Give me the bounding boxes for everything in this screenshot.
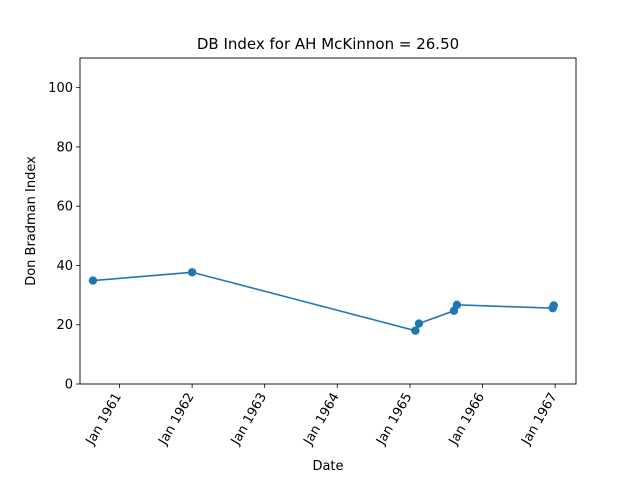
x-tick-label: Jan 1961 — [83, 391, 125, 449]
x-tick-label: Jan 1967 — [518, 391, 560, 449]
x-tick-label: Jan 1962 — [155, 391, 197, 449]
x-tick-label: Jan 1966 — [446, 391, 488, 449]
y-tick-label: 80 — [56, 140, 73, 155]
plot-area: 0 20 40 60 80 100 Jan 1961 Jan 1962 Jan 1963 Jan … — [48, 57, 577, 449]
x-tick-label: Jan 1964 — [301, 391, 343, 449]
y-axis-label: Don Bradman Index — [24, 156, 39, 286]
x-tick-label: Jan 1965 — [373, 391, 415, 449]
y-tick-label: 40 — [56, 259, 73, 274]
data-point — [88, 276, 98, 285]
data-point — [187, 268, 197, 277]
x-axis-label: Date — [312, 459, 343, 474]
y-tick-label: 100 — [48, 81, 73, 96]
data-point — [414, 319, 424, 328]
plot-frame — [79, 57, 577, 385]
x-tick-label: Jan 1963 — [228, 391, 270, 449]
y-tick-label: 60 — [56, 200, 73, 215]
data-point — [411, 326, 420, 335]
y-tick-label: 0 — [65, 378, 73, 393]
chart-title: DB Index for AH McKinnon = 26.50 — [197, 35, 459, 53]
data-point — [452, 300, 462, 310]
y-tick-label: 20 — [56, 318, 73, 333]
data-point — [549, 301, 558, 310]
series-line — [92, 271, 555, 332]
